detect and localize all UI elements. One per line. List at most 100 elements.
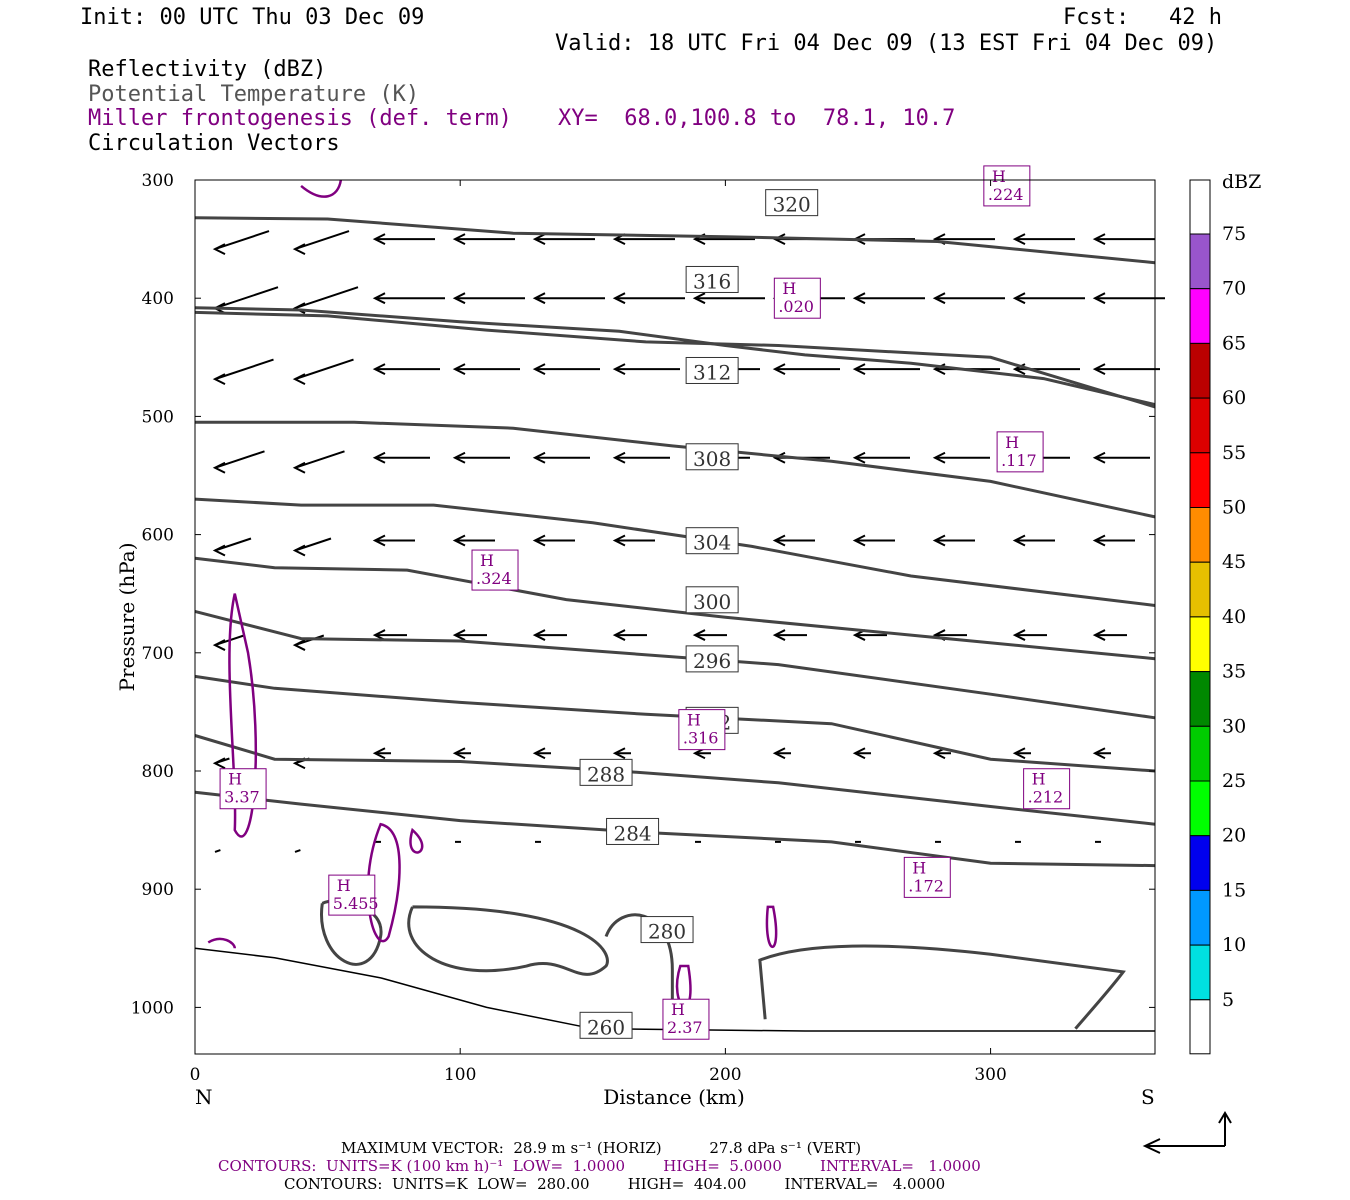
- isentrope-label-box: [685, 645, 739, 673]
- isentrope-label-box: [765, 189, 819, 217]
- wind-vector-head: [292, 243, 306, 255]
- x-tick-label: 200: [709, 1065, 741, 1085]
- frontogenesis-max-value: 3.37: [224, 788, 260, 807]
- frontogenesis-max-label: H: [228, 770, 242, 789]
- wind-vector-head: [772, 451, 786, 464]
- frontogenesis-max-box: [983, 165, 1031, 207]
- y-tick-label: 900: [142, 880, 174, 900]
- frontogenesis-max-value: .224: [988, 185, 1024, 204]
- reflectivity-colorbar: dBZ 5 10 15 20 25 30 35 40 45 50 55 60 65 70 75: [1189, 171, 1261, 1055]
- circulation-vectors: [212, 230, 1165, 853]
- theta-contour-288: [194, 734, 1156, 826]
- wind-vector-head: [532, 292, 546, 305]
- x-axis-label: Distance (km): [603, 1085, 745, 1109]
- wind-vector-head: [932, 451, 946, 464]
- wind-vector-head: [372, 292, 386, 305]
- y-tick-label: 600: [142, 526, 174, 546]
- colorbar-cell: [1189, 725, 1211, 782]
- wind-vector-head: [452, 747, 466, 760]
- frontogenesis-max-value: 5.455: [333, 894, 379, 913]
- wind-vector-head: [612, 534, 626, 547]
- field-reflectivity: Reflectivity (dBZ): [88, 57, 327, 82]
- cross-section-endpoints: XY= 68.0,100.8 to 78.1, 10.7: [558, 106, 956, 131]
- contour-labels: 320316312308304300296292288284280260H.22…: [219, 165, 1071, 1040]
- colorbar-level-label: 55: [1222, 442, 1246, 464]
- theta-contour-316: [194, 306, 1156, 407]
- colorbar-title: dBZ: [1222, 171, 1261, 193]
- colorbar-cell: [1189, 561, 1211, 618]
- theta-contour-284: [194, 790, 1156, 868]
- wind-vector: [214, 286, 279, 310]
- theta-contour-note: CONTOURS: UNITS=K LOW= 280.00 HIGH= 404.…: [284, 1175, 946, 1193]
- wind-vector-head: [1092, 629, 1106, 641]
- y-tick-label: 1000: [131, 998, 174, 1018]
- isentrope-label: 284: [613, 821, 651, 845]
- init-time: Init: 00 UTC Thu 03 Dec 09: [80, 5, 425, 30]
- frontogenesis-contour: [765, 905, 778, 949]
- wind-vector-head: [1092, 534, 1106, 547]
- wind-vector-head: [1012, 292, 1026, 305]
- frontogenesis-max-box: [328, 874, 376, 916]
- wind-vector-head: [772, 747, 786, 760]
- frontogenesis-contour: [228, 593, 258, 838]
- wind-vector: [294, 230, 350, 251]
- colorbar-level-label: 15: [1222, 879, 1246, 901]
- isentrope-label: 300: [693, 590, 731, 614]
- frontogenesis-max-box: [471, 549, 519, 591]
- colorbar-cell: [1189, 671, 1211, 727]
- wind-vector-head: [772, 534, 786, 547]
- wind-vector-head: [452, 292, 466, 305]
- frontogenesis-max-box: [662, 998, 710, 1040]
- colorbar-cell: [1189, 288, 1211, 344]
- wind-vector-head: [852, 747, 866, 760]
- wind-vector-head: [372, 363, 386, 376]
- colorbar-level-label: 35: [1222, 661, 1246, 683]
- surface-line: [194, 947, 1155, 1032]
- colorbar-cell: [1189, 780, 1211, 837]
- frontogenesis-max-box: [903, 856, 951, 898]
- colorbar-level-label: 30: [1222, 715, 1246, 737]
- isentrope-label-box: [685, 443, 739, 471]
- wind-vector-head: [1012, 629, 1026, 641]
- y-tick-label: 700: [142, 644, 174, 664]
- theta-contour-308: [195, 420, 1156, 519]
- colorbar-level-label: 50: [1222, 497, 1246, 519]
- wind-vector-head: [212, 373, 226, 386]
- x-tick-label: 300: [974, 1065, 1006, 1085]
- wind-vector-head: [452, 534, 466, 547]
- isentrope-label: 304: [693, 531, 731, 555]
- field-frontogenesis: Miller frontogenesis (def. term): [88, 106, 512, 131]
- isentrope-label-box: [579, 758, 633, 786]
- wind-vector-head: [212, 639, 226, 651]
- colorbar-cell: [1189, 944, 1211, 1001]
- colorbar-level-label: 10: [1222, 934, 1246, 956]
- wind-vector: [214, 358, 274, 381]
- wind-vector-head: [372, 451, 386, 464]
- field-potential-temperature: Potential Temperature (K): [88, 82, 420, 107]
- isentrope-label-box: [685, 586, 739, 614]
- isentrope-label-box: [606, 817, 660, 845]
- wind-vector: [214, 230, 270, 251]
- colorbar-level-label: 40: [1222, 606, 1246, 628]
- y-axis-label: Pressure (hPa): [115, 543, 139, 692]
- colorbar-cell: [1189, 835, 1211, 891]
- wind-vector-head: [612, 747, 626, 760]
- wind-vector-head: [532, 363, 546, 376]
- frontogenesis-max-value: .316: [683, 729, 719, 748]
- wind-vector-head: [1012, 233, 1026, 245]
- y-axis: 300 400 500 600 700 800 900 1000: [131, 171, 1155, 1018]
- wind-vector-head: [212, 544, 226, 557]
- isentrope-label-box: [685, 527, 739, 555]
- wind-vector-head: [292, 373, 306, 386]
- colorbar-level-label: 25: [1222, 770, 1246, 792]
- isentrope-label-box: [685, 265, 739, 293]
- wind-vector-head: [452, 451, 466, 464]
- reference-vector: [1142, 1111, 1232, 1154]
- frontogenesis-max-label: H: [337, 876, 351, 895]
- wind-vector-head: [292, 302, 306, 315]
- isentrope-label: 320: [773, 193, 811, 217]
- wind-vector-head: [932, 292, 946, 305]
- wind-vector: [294, 450, 345, 469]
- wind-vector-head: [772, 363, 786, 376]
- isentrope-label: 312: [693, 360, 731, 384]
